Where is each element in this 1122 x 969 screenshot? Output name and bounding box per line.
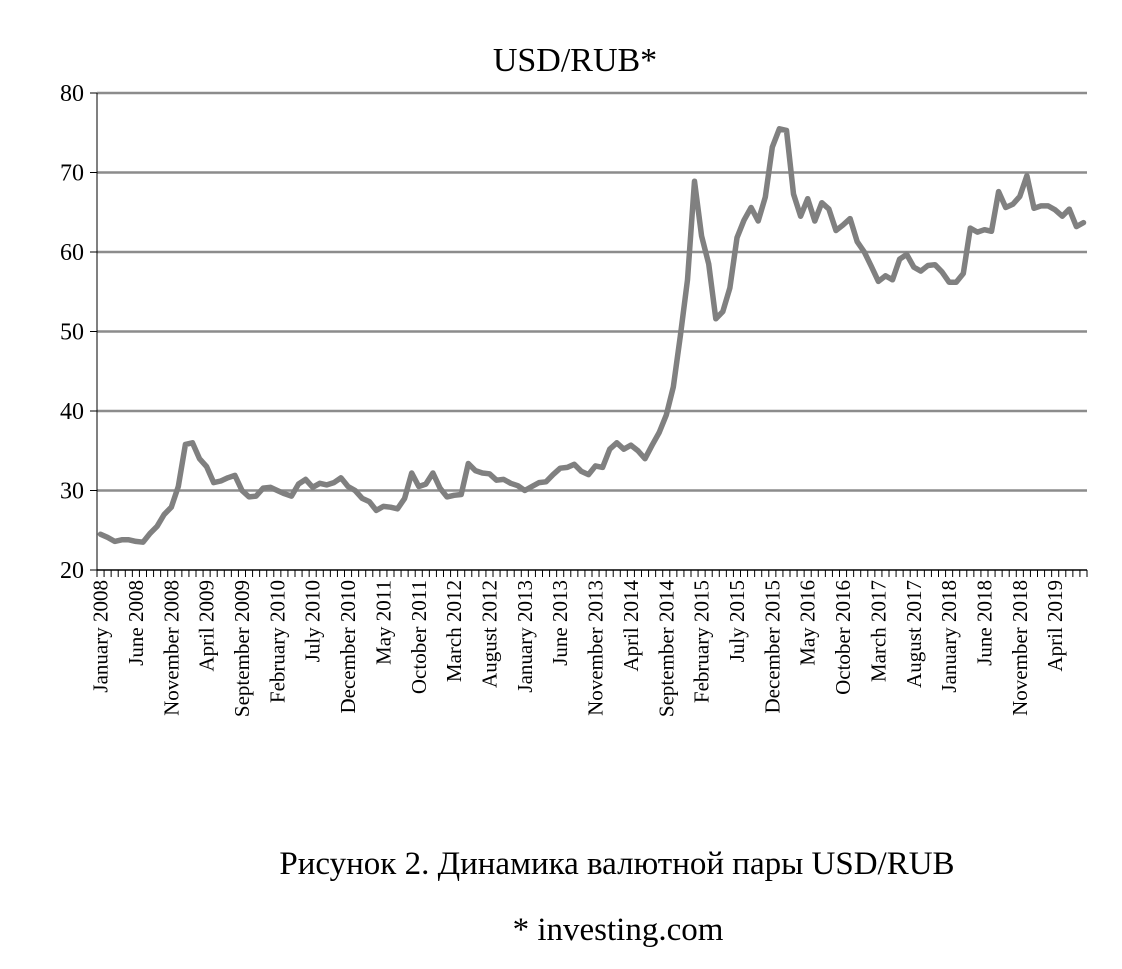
x-tick-label: March 2017 [866, 580, 890, 682]
x-tick-label: April 2019 [1043, 580, 1067, 672]
x-tick-label: January 2008 [89, 580, 113, 693]
x-tick-label: June 2008 [124, 580, 148, 666]
grid-lines [97, 91, 1087, 492]
x-tick-label: February 2010 [265, 580, 289, 703]
x-axis: January 2008 June 2008 November 2008 April … [89, 569, 1088, 718]
series-usd-rub [97, 126, 1087, 545]
x-tick-label: October 2011 [407, 580, 431, 694]
x-tick-label: September 2014 [654, 580, 678, 718]
x-tick-label: September 2009 [230, 580, 254, 717]
x-tick-label: January 2018 [937, 580, 961, 693]
y-tick-label: 80 [60, 81, 84, 107]
figure-caption: Рисунок 2. Динамика валютной пары USD/RU… [279, 846, 954, 882]
x-tick-label: December 2015 [760, 580, 784, 714]
x-tick-label: April 2009 [195, 580, 219, 672]
x-tick-label: May 2016 [796, 580, 820, 666]
x-tick-label: May 2011 [371, 580, 395, 665]
x-tick-label: March 2012 [442, 580, 466, 682]
source-note: * investing.com [513, 912, 724, 948]
x-tick-label: November 2008 [159, 580, 183, 716]
y-tick-label: 20 [60, 558, 84, 584]
y-tick-label: 60 [60, 240, 84, 266]
chart-title: USD/RUB* [493, 42, 657, 79]
y-tick-label: 70 [60, 161, 84, 187]
x-tick-label: June 2013 [548, 580, 572, 666]
x-tick-label: August 2017 [902, 580, 926, 688]
series-line [97, 126, 1087, 545]
x-tick-label: January 2013 [513, 580, 537, 693]
x-tick-label: August 2012 [477, 580, 501, 688]
x-tick-label: November 2018 [1008, 580, 1032, 716]
x-tick-label: October 2016 [831, 580, 855, 695]
x-tick-label: February 2015 [690, 580, 714, 703]
x-tick-label: April 2014 [619, 580, 643, 672]
y-tick-label: 40 [60, 399, 84, 425]
x-tick-label: November 2013 [584, 580, 608, 716]
y-tick-label: 30 [60, 479, 84, 505]
y-axis: 20 30 40 50 60 70 80 [60, 81, 98, 584]
x-tick-label: June 2018 [972, 580, 996, 666]
x-tick-label: July 2015 [725, 580, 749, 662]
y-tick-label: 50 [60, 320, 84, 346]
x-tick-label: December 2010 [336, 580, 360, 714]
x-tick-label: July 2010 [301, 580, 325, 662]
